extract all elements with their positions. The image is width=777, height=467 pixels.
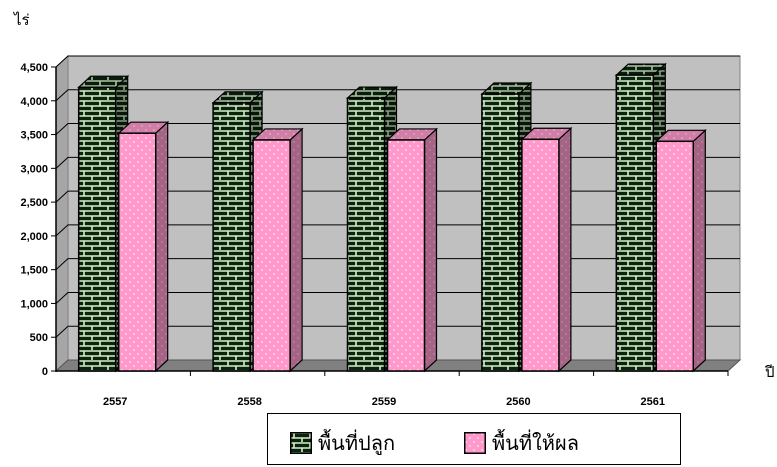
y-axis-label: ไร่ bbox=[14, 11, 30, 29]
bar-planted-2558-top-shade bbox=[213, 91, 263, 103]
bar-yielding-2559-front bbox=[386, 139, 426, 372]
y-tick-label: 500 bbox=[30, 332, 48, 344]
bar-planted-2557-top-shade bbox=[78, 76, 128, 88]
bar-yielding-2557 bbox=[117, 120, 170, 373]
bar-yielding-2561-front bbox=[655, 140, 695, 372]
y-tick-label: 1,500 bbox=[20, 265, 48, 277]
bar-planted-2560-top-shade bbox=[481, 83, 531, 95]
bar-yielding-2559-side-shade bbox=[424, 128, 437, 371]
bar-yielding-2558-front bbox=[252, 139, 291, 372]
x-axis-label: ปี bbox=[765, 363, 775, 381]
bar-yielding-2561-top-shade bbox=[656, 130, 706, 142]
bar-yielding-2561-side-shade bbox=[693, 130, 706, 371]
legend-label-yielding: พื้นที่ให้ผล bbox=[492, 431, 579, 455]
bar-yielding-2557-side-shade bbox=[155, 122, 168, 372]
y-tick-label: 3,500 bbox=[20, 130, 48, 142]
bar-planted-2560-front bbox=[481, 93, 520, 372]
bar-planted-2558-front bbox=[212, 102, 251, 372]
bar-yielding-2558-top-shade bbox=[253, 128, 303, 140]
legend-item-planted: พื้นที่ปลูก bbox=[290, 427, 395, 459]
bar-yielding-2560-front bbox=[521, 138, 560, 372]
bar-yielding-2560 bbox=[520, 126, 573, 373]
y-tick-label: 2,000 bbox=[20, 231, 48, 243]
bar-yielding-2557-front bbox=[117, 132, 157, 372]
side-wall bbox=[55, 54, 69, 373]
x-tick-label: 2558 bbox=[237, 396, 261, 408]
y-tick-label: 4,500 bbox=[20, 62, 48, 74]
x-tick-label: 2557 bbox=[103, 396, 127, 408]
bar-yielding-2561 bbox=[654, 128, 707, 373]
y-tick-label: 0 bbox=[42, 366, 48, 378]
bar-yielding-2560-side-shade bbox=[558, 128, 571, 371]
y-tick-label: 3,000 bbox=[20, 163, 48, 175]
bar-planted-2561-top-shade bbox=[616, 64, 666, 76]
gridline bbox=[55, 55, 740, 68]
bar-planted-2561-front bbox=[615, 74, 655, 372]
bar-yielding-2559 bbox=[385, 127, 439, 373]
bar-yielding-2559-top-shade bbox=[387, 128, 437, 140]
legend-swatch-planted bbox=[290, 432, 312, 454]
y-tick-label: 1,000 bbox=[20, 298, 48, 310]
bar-yielding-2558-side-shade bbox=[290, 128, 303, 371]
bar-planted-2557-front bbox=[77, 86, 117, 372]
bar-planted-2559-top-shade bbox=[347, 87, 397, 99]
y-tick-label: 2,500 bbox=[20, 197, 48, 209]
chart-legend: พื้นที่ปลูก พื้นที่ให้ผล bbox=[267, 413, 681, 465]
bar-yielding-2557-top-shade bbox=[118, 122, 168, 134]
x-tick-label: 2559 bbox=[372, 396, 396, 408]
legend-swatch-yielding bbox=[464, 432, 486, 454]
legend-item-yielding: พื้นที่ให้ผล bbox=[464, 427, 579, 459]
x-tick-label: 2561 bbox=[641, 396, 665, 408]
bar-yielding-2558 bbox=[251, 127, 304, 373]
bar-planted-2559-front bbox=[346, 97, 386, 372]
x-tick-label: 2560 bbox=[506, 396, 530, 408]
bar-yielding-2560-top-shade bbox=[521, 128, 571, 140]
y-tick-label: 4,000 bbox=[20, 96, 48, 108]
legend-label-planted: พื้นที่ปลูก bbox=[318, 431, 396, 455]
